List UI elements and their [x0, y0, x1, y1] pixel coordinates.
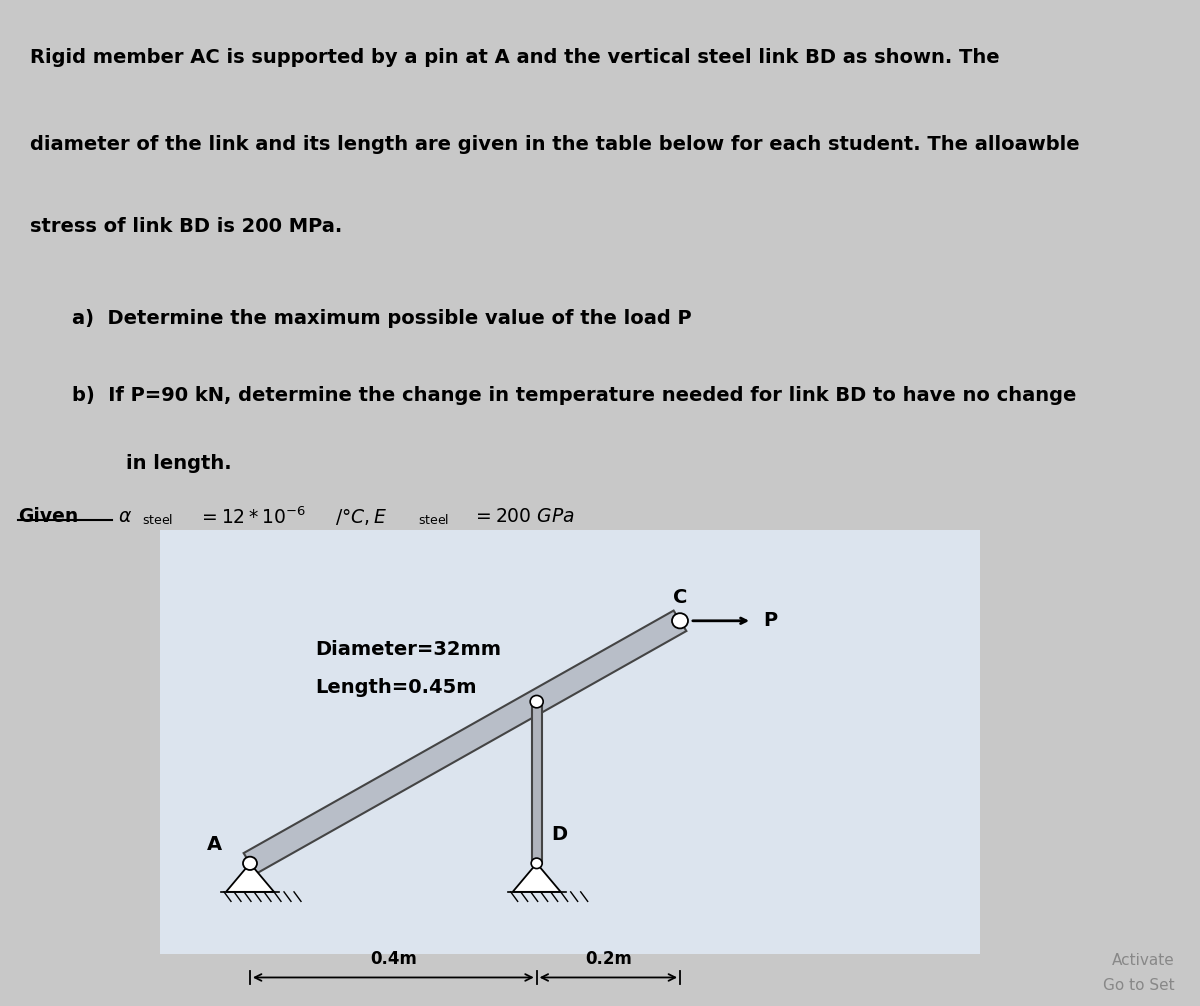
Text: in length.: in length.: [72, 454, 232, 473]
Circle shape: [672, 614, 688, 629]
Polygon shape: [532, 701, 541, 863]
Text: $=12*10^{-6}$: $=12*10^{-6}$: [198, 507, 306, 528]
Polygon shape: [226, 863, 274, 892]
Circle shape: [532, 858, 542, 868]
Text: $/°C, E$: $/°C, E$: [335, 507, 388, 527]
Text: Given: Given: [18, 507, 78, 526]
Text: 0.2m: 0.2m: [584, 950, 631, 968]
Text: $=200\ GPa$: $=200\ GPa$: [472, 507, 575, 526]
Polygon shape: [512, 863, 560, 892]
Text: b)  If P=90 kN, determine the change in temperature needed for link BD to have n: b) If P=90 kN, determine the change in t…: [72, 386, 1076, 405]
Polygon shape: [244, 611, 686, 873]
Text: 0.4m: 0.4m: [370, 950, 416, 968]
Text: a)  Determine the maximum possible value of the load P: a) Determine the maximum possible value …: [72, 309, 691, 328]
Text: $\mathrm{steel}$: $\mathrm{steel}$: [418, 513, 449, 527]
Text: Length=0.45m: Length=0.45m: [314, 678, 476, 697]
Text: $\alpha$: $\alpha$: [118, 507, 132, 526]
Text: Activate: Activate: [1112, 953, 1175, 968]
Text: D: D: [552, 825, 568, 844]
Text: C: C: [673, 589, 688, 608]
Text: Diameter=32mm: Diameter=32mm: [314, 640, 502, 659]
Text: stress of link BD is 200 MPa.: stress of link BD is 200 MPa.: [30, 217, 342, 236]
Circle shape: [530, 695, 544, 708]
Text: $\mathrm{steel}$: $\mathrm{steel}$: [142, 513, 173, 527]
Text: A: A: [206, 835, 222, 854]
Text: Rigid member AC is supported by a pin at A and the vertical steel link BD as sho: Rigid member AC is supported by a pin at…: [30, 48, 1000, 67]
Text: Go to Set: Go to Set: [1103, 978, 1175, 993]
Circle shape: [242, 857, 257, 870]
Text: P: P: [763, 612, 778, 631]
Text: diameter of the link and its length are given in the table below for each studen: diameter of the link and its length are …: [30, 135, 1080, 154]
Bar: [160, 530, 980, 954]
